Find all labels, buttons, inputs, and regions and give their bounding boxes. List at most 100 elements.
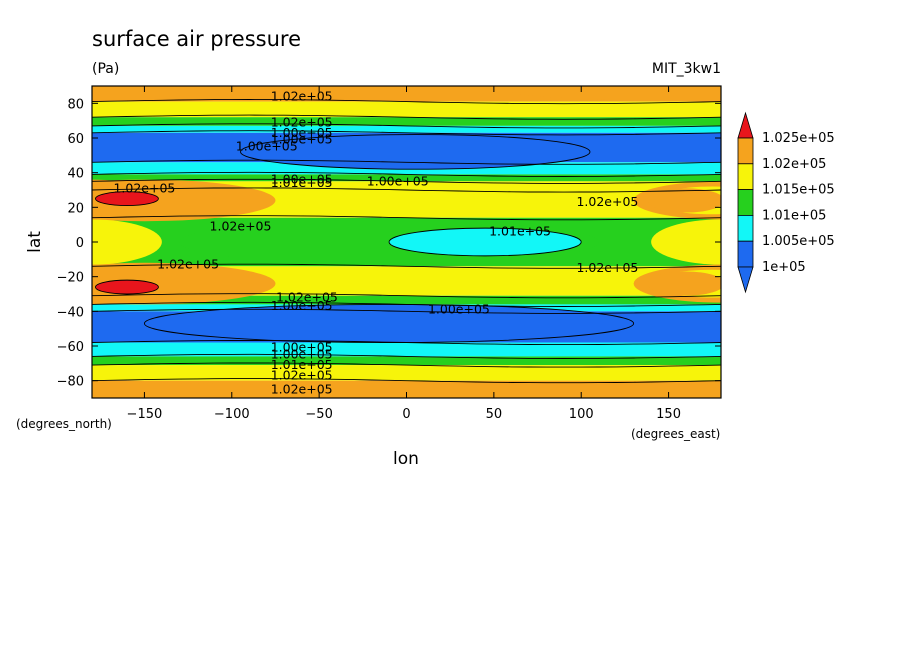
- contour-label: 1.02e+05: [271, 88, 333, 103]
- contour-line-4: [92, 159, 721, 165]
- colorbar-swatch: [737, 137, 754, 165]
- contour-label: 1.02e+05: [210, 218, 272, 233]
- contour-ring-11: [95, 279, 159, 295]
- contour-label: 1.00e+05: [271, 172, 333, 187]
- colorbar-label: 1.025e+05: [762, 131, 835, 146]
- contour-line-5: [92, 171, 721, 177]
- contour-ring-5: [95, 191, 159, 207]
- band-16: [92, 365, 721, 381]
- y-tick-label: 80: [67, 97, 84, 112]
- contour-line-8: [92, 215, 721, 221]
- field-blob-17: [144, 304, 634, 343]
- contour-line-16: [92, 378, 721, 384]
- y-unit-label: (degrees_north): [16, 417, 112, 431]
- contour-line-12: [92, 308, 721, 314]
- contour-label: 1.00e+05: [367, 173, 429, 188]
- contour-label: 1.02e+05: [276, 289, 338, 304]
- contour-label: 1.02e+05: [157, 257, 219, 272]
- contour-label: 1.02e+05: [113, 180, 175, 195]
- contour-line-15: [92, 362, 721, 368]
- field-blob-20: [92, 382, 337, 398]
- contour-line-layer: [92, 99, 721, 384]
- contour-label: 1.00e+05: [271, 298, 333, 313]
- field-blob-10: [647, 271, 721, 296]
- y-tick-label: −20: [57, 271, 84, 286]
- chart-subtitle: (Pa): [92, 61, 119, 77]
- contour-line-2: [92, 123, 721, 129]
- colorbar: 1.025e+05 1.02e+05 1.015e+05 1.01e+05 1.005e…: [737, 111, 835, 294]
- colorbar-label: 1.02e+05: [762, 157, 826, 172]
- contour-label: 1.01e+05: [271, 175, 333, 190]
- y-axis: −80 −60 −40 −20 0 20 40 60 80: [57, 97, 721, 390]
- band-15: [92, 356, 721, 366]
- contour-label: 1.00e+05: [236, 139, 298, 154]
- colorbar-swatch: [737, 214, 754, 242]
- colorbar-label: 1.015e+05: [762, 183, 835, 198]
- y-tick-label: 40: [67, 167, 84, 182]
- x-tick-label: 50: [486, 407, 503, 422]
- band-1: [92, 101, 721, 118]
- contour-line-9: [92, 263, 721, 269]
- y-tick-label: 20: [67, 201, 84, 216]
- contour-line-7: [92, 187, 721, 193]
- x-axis-title: lon: [393, 449, 419, 469]
- field-blob-11: [95, 280, 159, 295]
- field-blob-15: [389, 228, 582, 256]
- x-tick-label: 0: [402, 407, 410, 422]
- band-6: [92, 174, 721, 182]
- colorbar-swatch: [737, 189, 754, 216]
- contour-label: 1.00e+05: [428, 302, 490, 317]
- contour-label: 1.02e+05: [271, 381, 333, 396]
- contour-line-3: [92, 130, 721, 136]
- contour-label: 1.00e+05: [271, 125, 333, 140]
- model-label: MIT_3kw1: [652, 61, 721, 77]
- contour-label: 1.01e+05: [271, 357, 333, 372]
- contour-line-1: [92, 114, 721, 120]
- y-tick-label: 60: [67, 132, 84, 147]
- field-blob-12: [92, 219, 162, 265]
- x-unit-label: (degrees_east): [631, 427, 720, 441]
- contour-label-layer: 1.02e+051.02e+051.00e+051.00e+051.00e+05…: [113, 88, 638, 396]
- contour-line-14: [92, 353, 721, 359]
- contour-ring-17: [143, 303, 635, 343]
- chart-title: surface air pressure: [92, 27, 301, 51]
- x-tick-label: 100: [569, 407, 594, 422]
- y-tick-label: 0: [76, 236, 84, 251]
- field-blob-5: [95, 191, 159, 206]
- contour-label: 1.00e+05: [271, 132, 333, 147]
- contour-line-6: [92, 178, 721, 184]
- x-tick-label: −100: [214, 407, 250, 422]
- contour-line-10: [92, 293, 721, 299]
- contour-label: 1.02e+05: [271, 367, 333, 382]
- x-tick-label: 150: [656, 407, 681, 422]
- field-blob-18: [92, 86, 337, 102]
- colorbar-extend-low: [737, 266, 754, 294]
- y-tick-label: −80: [57, 375, 84, 390]
- x-tick-label: −150: [127, 407, 163, 422]
- colorbar-extend-high: [737, 111, 754, 139]
- contour-line-0: [92, 99, 721, 105]
- contour-label: 1.02e+05: [576, 260, 638, 275]
- colorbar-swatch: [737, 163, 754, 191]
- colorbar-label: 1.005e+05: [762, 234, 835, 249]
- field-blob-4: [647, 188, 721, 213]
- contour-label: 1.00e+05: [271, 347, 333, 362]
- colorbar-swatch: [737, 240, 754, 268]
- contour-ring-15: [388, 227, 582, 257]
- x-tick-label: −50: [305, 407, 332, 422]
- contour-ring-16: [240, 134, 591, 170]
- y-tick-label: −60: [57, 340, 84, 355]
- contour-label: 1.02e+05: [576, 194, 638, 209]
- colorbar-label: 1.01e+05: [762, 208, 826, 223]
- y-axis-title: lat: [25, 231, 45, 253]
- y-tick-label: −40: [57, 305, 84, 320]
- band-3: [92, 125, 721, 133]
- band-7: [92, 181, 721, 190]
- contour-label: 1.00e+05: [271, 340, 333, 355]
- x-axis: −150 −100 −50 0 50 100 150: [127, 86, 681, 422]
- contour-label: 1.02e+05: [271, 114, 333, 129]
- band-11: [92, 295, 721, 305]
- contour-label: 1.01e+05: [489, 224, 551, 239]
- band-14: [92, 342, 721, 357]
